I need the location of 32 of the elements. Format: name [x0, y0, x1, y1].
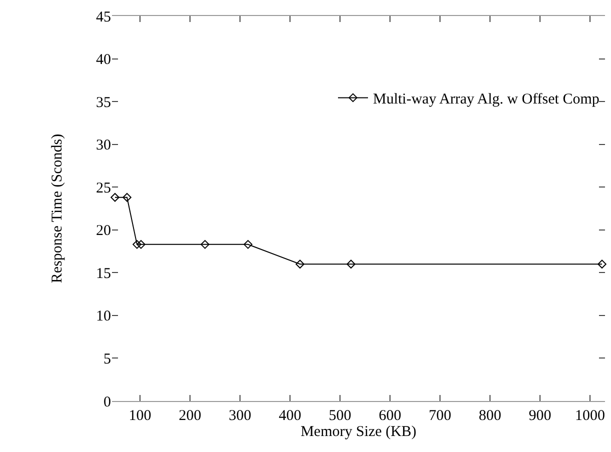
point: [200, 240, 210, 249]
y-tick-label: 45: [96, 9, 111, 26]
point: [136, 240, 146, 249]
x-tick-label: 900: [528, 408, 552, 424]
point: [122, 192, 132, 202]
y-tick-label: 20: [96, 223, 111, 240]
x-tick-label: 500: [328, 408, 352, 424]
y-axis-title: Response Time (Sconds): [49, 134, 66, 284]
point: [110, 192, 120, 202]
y-tick-label: 25: [96, 180, 111, 196]
x-tick-label: 700: [428, 408, 452, 424]
x-tick-label: 200: [178, 408, 202, 424]
x-tick-label: 800: [478, 408, 502, 424]
y-tick-label: 35: [96, 94, 111, 111]
x-axis-title: Memory Size (KB): [300, 424, 416, 440]
y-tick-label: 0: [104, 394, 111, 410]
point: [346, 260, 356, 269]
point: [244, 240, 252, 249]
y-tick-label: 15: [96, 266, 111, 282]
x-tick-label: 1000: [575, 408, 605, 424]
y-tick-label: 5: [104, 351, 111, 368]
point: [132, 240, 142, 249]
legend-label: Multi-way Array Alg. w Offset Comp: [373, 92, 600, 108]
point: [598, 260, 606, 269]
y-tick-label: 40: [96, 52, 111, 68]
y-tick-label: 10: [96, 308, 111, 325]
x-tick-label: 100: [128, 408, 152, 424]
x-tick-label: 300: [228, 408, 252, 424]
x-tick-label: 400: [278, 408, 302, 424]
x-tick-label: 600: [378, 408, 402, 424]
point: [296, 260, 304, 269]
y-tick-label: 30: [96, 138, 111, 154]
